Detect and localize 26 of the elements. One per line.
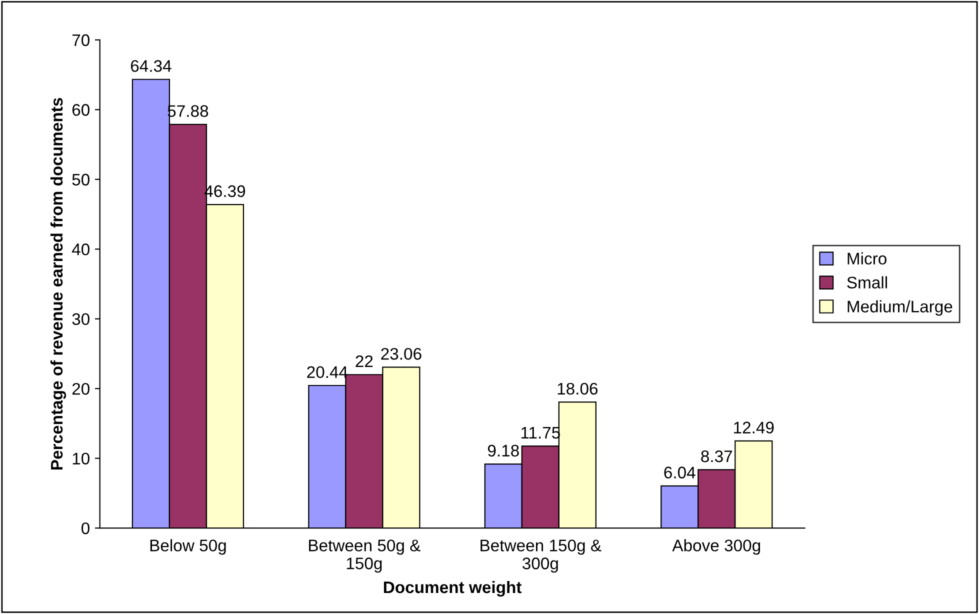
data-label: 9.18 — [488, 444, 519, 457]
legend-label: Micro — [848, 252, 886, 265]
data-label: 6.04 — [664, 466, 696, 478]
y-axis-title: Percentage of revenue earned from documents — [50, 98, 66, 470]
y-tick-label: 70 — [72, 34, 90, 46]
y-tick-label: 10 — [72, 452, 90, 465]
x-axis-title: Document weight — [384, 580, 522, 597]
x-tick-label: Between 150g & 300g — [480, 540, 602, 573]
y-tick-label: 0 — [82, 522, 90, 534]
data-label: 22 — [356, 355, 373, 368]
y-tick-label: 40 — [72, 244, 90, 256]
y-tick-label: 20 — [72, 382, 90, 395]
y-tick-label: 60 — [72, 104, 90, 116]
legend-label: Small — [847, 276, 887, 288]
x-tick-label: Between 50g & 150g — [309, 540, 420, 573]
x-tick-label: Above 300g — [672, 539, 760, 555]
data-label: 18.06 — [558, 382, 598, 395]
data-label: 64.34 — [130, 60, 172, 72]
data-label: 20.44 — [307, 366, 348, 378]
legend-label: Medium/Large — [848, 300, 952, 316]
data-label: 8.37 — [701, 450, 732, 462]
y-tick-label: 50 — [72, 174, 90, 186]
data-label: 23.06 — [381, 348, 422, 360]
x-tick-label: Below 50g — [150, 539, 226, 555]
data-label: 12.49 — [734, 422, 774, 434]
y-tick-label: 30 — [72, 313, 90, 326]
